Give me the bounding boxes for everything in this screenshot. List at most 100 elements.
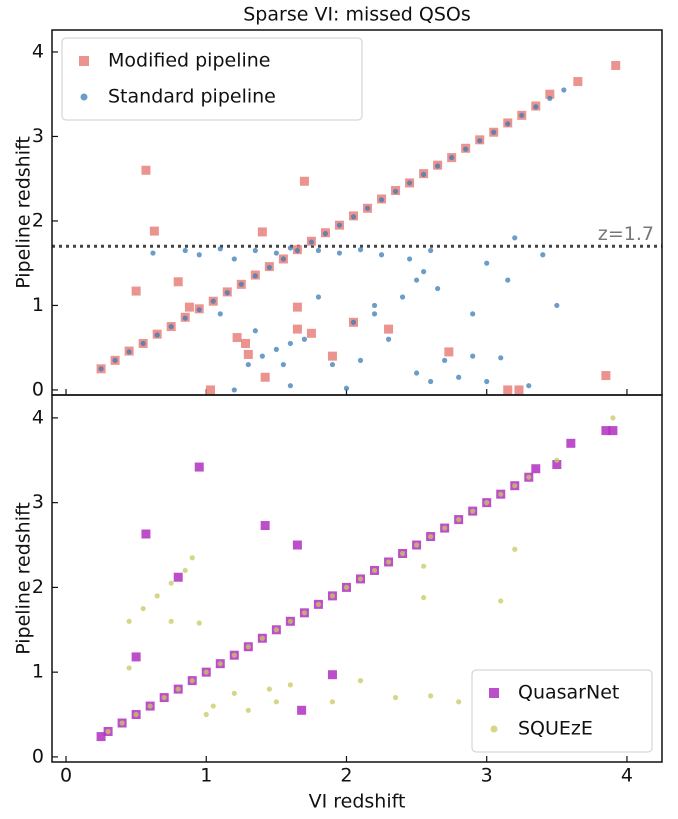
point bbox=[273, 346, 279, 352]
point bbox=[545, 89, 555, 99]
point bbox=[231, 387, 237, 393]
point bbox=[133, 711, 139, 718]
point bbox=[308, 239, 315, 245]
point bbox=[601, 426, 611, 436]
point bbox=[533, 104, 539, 110]
point bbox=[173, 277, 183, 287]
point bbox=[336, 250, 343, 256]
point bbox=[294, 247, 301, 254]
point bbox=[498, 598, 504, 604]
point bbox=[608, 426, 618, 436]
point bbox=[126, 349, 132, 355]
point bbox=[266, 686, 272, 692]
y-tick-label: 3 bbox=[32, 125, 44, 147]
point bbox=[566, 438, 576, 448]
point bbox=[336, 222, 343, 228]
point bbox=[224, 290, 230, 296]
reference-label: z=1.7 bbox=[598, 223, 654, 245]
point bbox=[98, 366, 104, 372]
point bbox=[182, 247, 188, 254]
point bbox=[322, 231, 329, 237]
point bbox=[259, 635, 265, 641]
point bbox=[196, 252, 202, 258]
point bbox=[329, 593, 336, 599]
point bbox=[292, 324, 302, 334]
point bbox=[315, 294, 322, 300]
x-tick-label: 0 bbox=[60, 765, 72, 787]
point bbox=[238, 281, 244, 287]
point bbox=[205, 385, 215, 395]
point bbox=[498, 355, 504, 361]
point bbox=[512, 235, 518, 241]
point bbox=[126, 618, 132, 624]
point bbox=[378, 252, 385, 258]
legend-label: SQUEzE bbox=[518, 718, 593, 740]
point bbox=[526, 474, 532, 480]
x-axis-label: VI redshift bbox=[309, 791, 406, 813]
point bbox=[385, 336, 392, 342]
point bbox=[105, 728, 111, 735]
point bbox=[421, 269, 427, 275]
point bbox=[449, 154, 455, 161]
point bbox=[131, 652, 141, 662]
point bbox=[392, 694, 399, 701]
point bbox=[189, 678, 195, 684]
point bbox=[498, 491, 504, 497]
point bbox=[154, 593, 160, 599]
point bbox=[357, 678, 364, 684]
point bbox=[196, 307, 202, 313]
point bbox=[315, 247, 322, 254]
point bbox=[287, 618, 293, 624]
point bbox=[421, 171, 427, 178]
point bbox=[140, 340, 146, 347]
y-tick-label: 4 bbox=[32, 406, 44, 428]
point bbox=[357, 247, 364, 253]
point bbox=[421, 594, 427, 601]
point bbox=[194, 462, 204, 472]
point bbox=[470, 508, 476, 514]
legend-box bbox=[61, 37, 363, 121]
point bbox=[241, 338, 251, 348]
point bbox=[512, 483, 518, 489]
point bbox=[273, 250, 279, 256]
point bbox=[112, 357, 118, 363]
legend-box bbox=[471, 669, 653, 753]
x-tick-label: 3 bbox=[481, 765, 493, 787]
point bbox=[413, 277, 420, 283]
point bbox=[554, 457, 560, 463]
point bbox=[243, 349, 253, 359]
point bbox=[292, 540, 302, 550]
point bbox=[168, 323, 174, 330]
point bbox=[371, 311, 378, 317]
point bbox=[399, 294, 406, 300]
point bbox=[399, 550, 406, 557]
point bbox=[350, 319, 357, 325]
legend-label: QuasarNet bbox=[518, 682, 619, 704]
point bbox=[573, 77, 583, 87]
point bbox=[184, 302, 194, 312]
point bbox=[357, 576, 364, 582]
point bbox=[491, 129, 497, 135]
point bbox=[266, 264, 272, 271]
point bbox=[456, 374, 462, 380]
point bbox=[364, 205, 371, 211]
y-tick-label: 0 bbox=[32, 378, 44, 400]
point bbox=[126, 665, 132, 671]
y-axis-label: Pipeline redshift bbox=[13, 502, 35, 655]
point bbox=[245, 361, 251, 368]
point bbox=[547, 95, 553, 102]
point bbox=[428, 378, 434, 385]
point bbox=[150, 250, 156, 256]
point bbox=[96, 732, 106, 742]
point bbox=[357, 357, 364, 363]
point bbox=[442, 357, 448, 363]
point bbox=[327, 670, 337, 680]
point bbox=[203, 669, 209, 675]
point bbox=[168, 618, 174, 624]
point bbox=[329, 699, 336, 705]
point bbox=[428, 247, 434, 254]
point bbox=[503, 385, 513, 395]
point bbox=[505, 277, 511, 283]
point bbox=[406, 256, 413, 262]
point bbox=[273, 627, 279, 633]
